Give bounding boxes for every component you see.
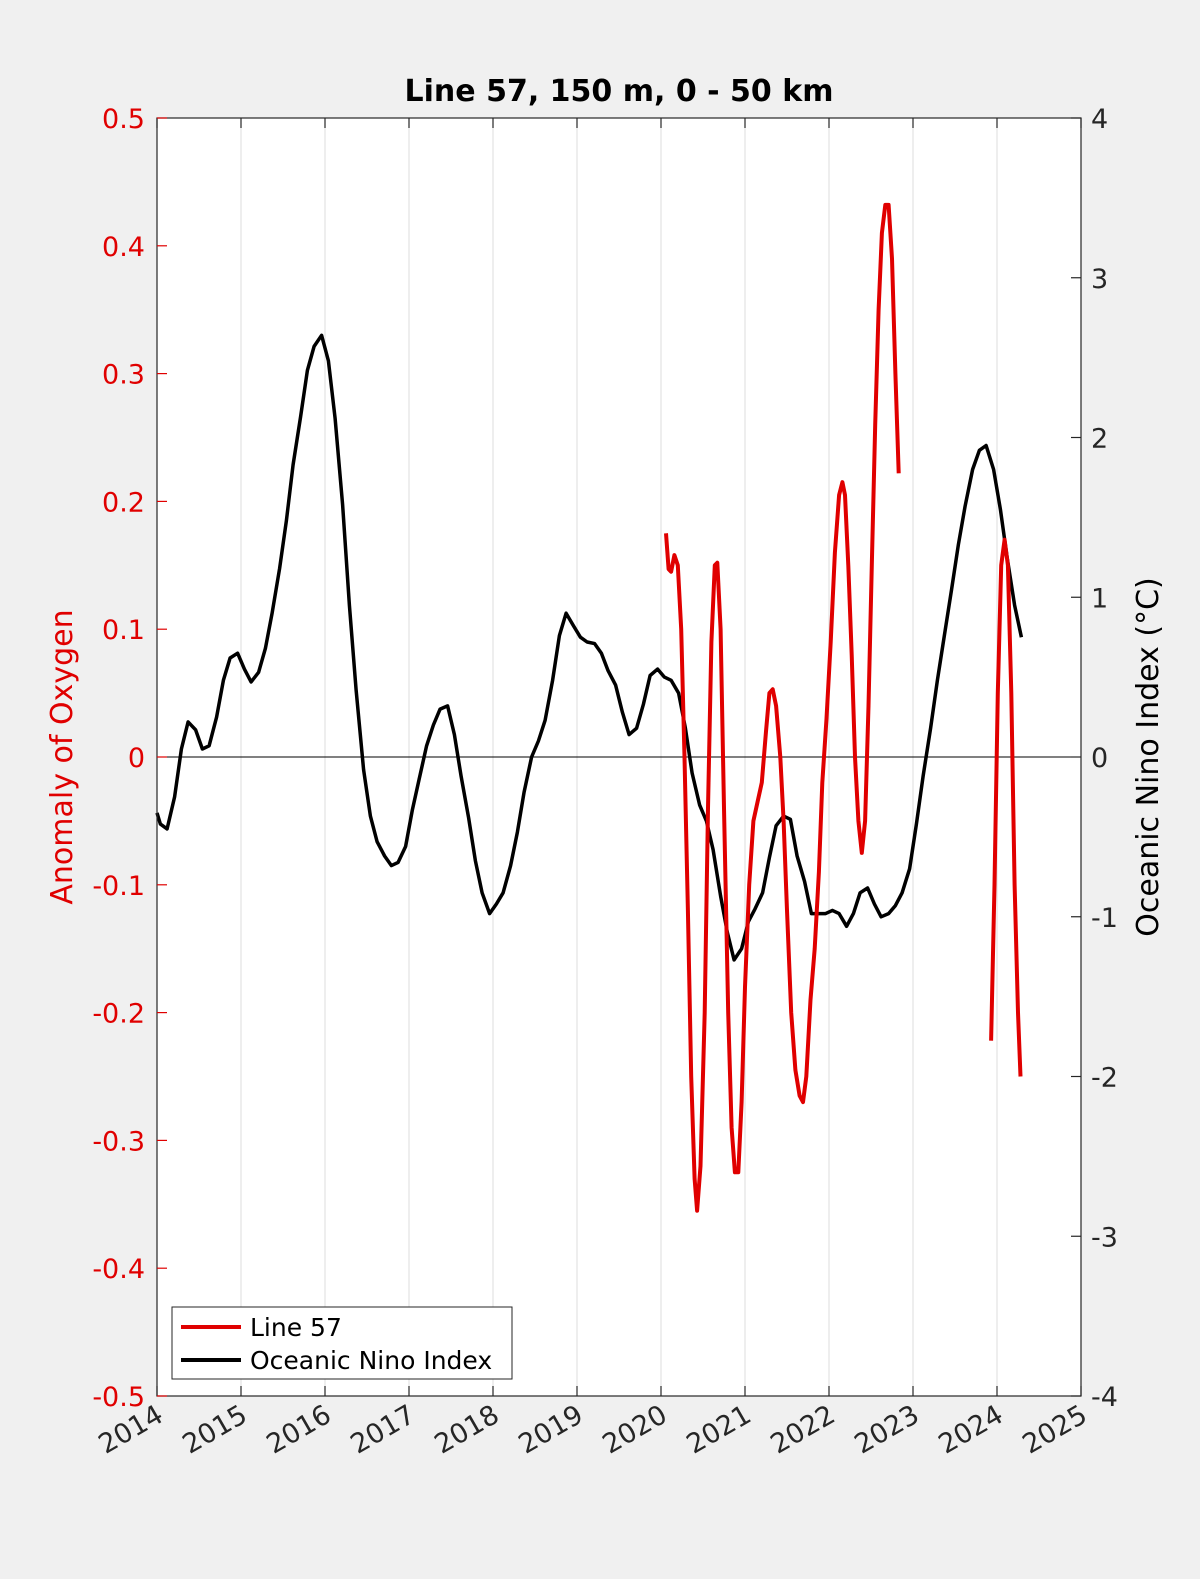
right-tick-label: 0: [1091, 743, 1108, 774]
x-tick-label: 2017: [345, 1399, 420, 1460]
right-tick-label: -4: [1091, 1382, 1118, 1413]
right-tick-label: 2: [1091, 424, 1108, 455]
x-tick-label: 2015: [177, 1399, 252, 1460]
series-line-line-57-segment-1: [664, 202, 901, 1213]
left-tick-label: -0.2: [92, 999, 145, 1030]
x-tick-label: 2020: [597, 1399, 672, 1460]
left-axis-ticks: -0.5 -0.4 -0.3 -0.2 -0.1 0 0.1 0.2 0.3 0.4 0.5: [92, 104, 167, 1413]
left-tick-label: 0: [128, 743, 145, 774]
x-tick-label: 2018: [429, 1399, 504, 1460]
right-tick-label: 4: [1091, 104, 1108, 135]
left-tick-label: -0.3: [92, 1126, 145, 1157]
left-tick-label: -0.4: [92, 1254, 145, 1285]
left-tick-label: -0.1: [92, 871, 145, 902]
series-line-line-57-segment-2: [989, 537, 1023, 1077]
left-tick-label: 0.4: [102, 232, 145, 263]
chart-title: Line 57, 150 m, 0 - 50 km: [405, 74, 834, 109]
x-tick-label: 2025: [1017, 1399, 1092, 1460]
x-tick-label: 2022: [765, 1399, 840, 1460]
legend: Line 57 Oceanic Nino Index: [171, 1306, 513, 1380]
right-tick-label: -2: [1091, 1063, 1118, 1094]
series-line-oceanic-nino-index: [155, 333, 1024, 962]
series-layer: [155, 202, 1024, 1213]
right-tick-label: -1: [1091, 903, 1118, 934]
left-tick-label: 0.3: [102, 360, 145, 391]
x-tick-label: 2023: [849, 1399, 924, 1460]
left-tick-label: 0.1: [102, 615, 145, 646]
x-tick-label: 2019: [513, 1399, 588, 1460]
right-axis-label: Oceanic Nino Index (°C): [1131, 577, 1166, 937]
right-tick-label: -3: [1091, 1222, 1118, 1253]
left-axis-label: Anomaly of Oxygen: [45, 609, 80, 904]
right-tick-label: 1: [1091, 583, 1108, 614]
left-tick-label: 0.2: [102, 487, 145, 518]
x-tick-label: 2021: [681, 1399, 756, 1460]
x-tick-label: 2024: [933, 1399, 1008, 1460]
right-tick-label: 3: [1091, 264, 1108, 295]
legend-box: [171, 1306, 513, 1380]
left-tick-label: -0.5: [92, 1382, 145, 1413]
x-tick-label: 2016: [261, 1399, 336, 1460]
right-axis-ticks: -4 -3 -2 -1 0 1 2 3 4: [1071, 104, 1118, 1413]
legend-label-line-57: Line 57: [250, 1313, 342, 1342]
legend-label-oni: Oceanic Nino Index: [250, 1346, 492, 1375]
left-tick-label: 0.5: [102, 104, 145, 135]
